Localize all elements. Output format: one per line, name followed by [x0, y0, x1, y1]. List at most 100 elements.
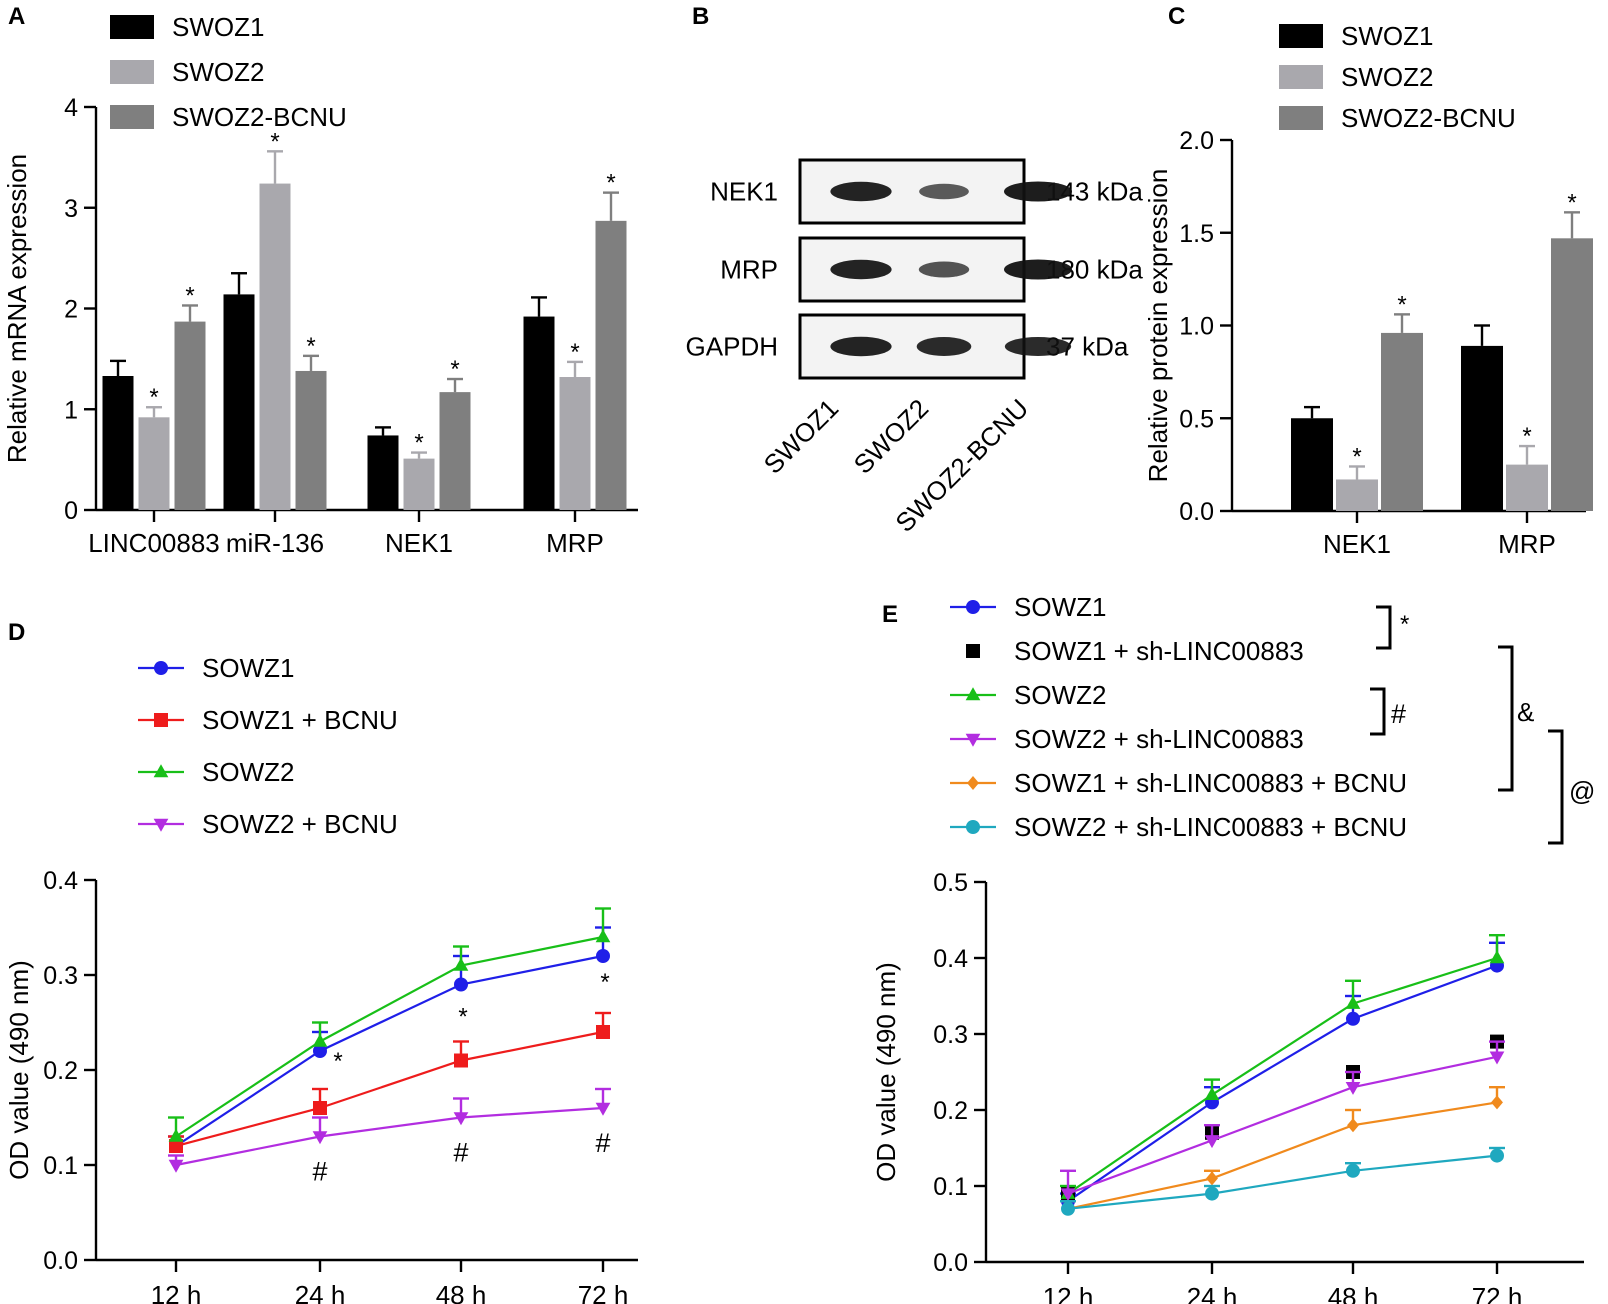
legend-marker-sowz1	[966, 600, 980, 614]
y-tick-label: 0.4	[933, 945, 968, 973]
y-tick-label: 0.5	[1179, 405, 1214, 433]
blot-band	[1004, 259, 1072, 280]
panel-a-letter: A	[8, 3, 25, 30]
significance-mark: #	[453, 1138, 468, 1168]
panel-c-letter: C	[1168, 3, 1185, 30]
blot-lane-label-swoz1: SWOZ1	[758, 393, 845, 480]
legend-label-sowz1: SOWZ1	[1014, 592, 1106, 622]
legend-label-swoz2: SWOZ2	[1341, 62, 1433, 92]
significance-mark: *	[458, 1004, 467, 1031]
bracket-hash	[1370, 687, 1386, 736]
bar-swoz2-nek1	[1336, 479, 1378, 511]
point-sowz2-sh-linc00883-bcnu-72-h	[1490, 1148, 1504, 1163]
significance-mark: *	[185, 282, 194, 309]
legend-label-sowz2-sh-linc00883: SOWZ2 + sh-LINC00883	[1014, 724, 1304, 754]
blot-band	[830, 259, 892, 280]
legend-swatch-swoz2-bcnu	[110, 105, 154, 129]
x-tick-label-24-h: 24 h	[1187, 1282, 1238, 1304]
legend-marker-sowz2	[965, 687, 981, 701]
legend-marker-sowz2-sh-linc00883	[965, 733, 981, 747]
point-sowz1-sh-linc00883-bcnu-48-h	[1347, 1118, 1359, 1133]
significance-mark: #	[595, 1128, 610, 1158]
y-tick-label: 1.0	[1179, 313, 1214, 341]
point-sowz2-12-h	[168, 1128, 184, 1142]
blot-band	[830, 336, 892, 357]
y-tick-label: 0.3	[933, 1021, 968, 1049]
series-line-sowz1-sh-linc00883-bcnu	[1067, 1101, 1498, 1210]
point-sowz2-sh-linc00883-72-h	[1489, 1051, 1505, 1065]
legend-label-swoz2: SWOZ2	[172, 57, 264, 87]
point-sowz2-72-h	[1489, 950, 1505, 964]
y-axis-title: OD value (490 nm)	[871, 962, 901, 1182]
y-tick-label: 0	[64, 497, 78, 525]
bar-swoz1-mir-136	[223, 294, 255, 510]
bracket-at-label: @	[1569, 776, 1595, 806]
legend-marker-sowz2-bcnu	[153, 818, 169, 832]
bar-swoz2-bcnu-mrp	[595, 220, 627, 510]
blot-band	[830, 181, 892, 202]
bar-swoz2-linc00883	[138, 417, 170, 510]
significance-mark: *	[1397, 291, 1406, 318]
x-tick-label-12-h: 12 h	[1043, 1282, 1094, 1304]
legend-label-sowz2: SOWZ2	[202, 757, 294, 787]
blot-band	[1004, 181, 1072, 202]
series-line-sowz2-bcnu	[175, 1106, 604, 1167]
bar-swoz1-nek1	[367, 435, 399, 510]
legend-label-swoz1: SWOZ1	[172, 12, 264, 42]
bar-swoz2-bcnu-mrp	[1551, 238, 1593, 511]
bar-swoz1-mrp	[523, 316, 555, 510]
panel-e-line-chart: 0.0 0.1 0.2 0.3 0.4 0.5 OD value (490 nm) 12 h 2…	[871, 592, 1595, 1304]
point-sowz1-48-h	[1346, 1011, 1360, 1026]
bar-swoz1-mrp	[1461, 345, 1503, 511]
x-tick-label-48-h: 48 h	[436, 1280, 487, 1304]
y-tick-label: 2.0	[1179, 127, 1214, 155]
point-sowz1-sh-linc00883-bcnu-24-h	[1206, 1171, 1218, 1186]
significance-mark: *	[414, 430, 423, 457]
legend-marker-sowz1-bcnu	[154, 713, 168, 727]
legend-swatch-swoz2	[1279, 65, 1323, 89]
bracket-star-label: *	[1400, 611, 1409, 638]
blot-band	[918, 261, 970, 278]
y-tick-label: 0.2	[43, 1057, 78, 1085]
bracket-ampersand	[1498, 645, 1514, 792]
blot-row-label-mrp: MRP	[720, 255, 778, 285]
y-tick-label: 4	[64, 94, 78, 122]
series-line-sowz2	[1067, 956, 1498, 1195]
legend-marker-sowz1-sh-linc00883	[966, 644, 980, 658]
legend-marker-sowz2	[153, 764, 169, 778]
point-sowz2-bcnu-24-h	[312, 1131, 328, 1145]
legend-label-sowz2: SOWZ2	[1014, 680, 1106, 710]
significance-mark: *	[1522, 423, 1531, 450]
point-sowz1-24-h	[313, 1044, 327, 1058]
series-line-sowz1	[1067, 964, 1498, 1203]
y-axis-title: Relative protein expression	[1143, 169, 1173, 483]
legend-marker-sowz1-sh-linc00883-bcnu	[967, 776, 979, 790]
blot-band	[919, 183, 969, 200]
blot-row-label-nek1: NEK1	[710, 177, 778, 207]
y-tick-label: 0.0	[933, 1249, 968, 1277]
x-tick-label-nek1: NEK1	[385, 528, 453, 558]
significance-mark: *	[306, 333, 315, 360]
series-line-sowz1-bcnu	[175, 1030, 604, 1148]
x-tick-label-mir-136: miR-136	[226, 528, 324, 558]
point-sowz1-72-h	[596, 949, 610, 963]
panel-d-letter: D	[8, 619, 25, 646]
y-tick-label: 2	[64, 296, 78, 324]
point-sowz1-bcnu-48-h	[454, 1053, 468, 1068]
legend-label-swoz2-bcnu: SWOZ2-BCNU	[172, 102, 347, 132]
legend-label-sowz2-sh-linc00883-bcnu: SOWZ2 + sh-LINC00883 + BCNU	[1014, 812, 1407, 842]
significance-mark: *	[450, 356, 459, 383]
legend-marker-sowz2-sh-linc00883-bcnu	[966, 820, 980, 834]
bar-swoz2-mrp	[559, 377, 591, 510]
y-tick-label: 0.4	[43, 867, 78, 895]
point-sowz2-48-h	[453, 957, 469, 971]
significance-mark: #	[312, 1157, 327, 1187]
bar-swoz2-bcnu-nek1	[1381, 332, 1423, 511]
point-sowz2-sh-linc00883-24-h	[1204, 1135, 1220, 1149]
point-sowz2-24-h	[312, 1033, 328, 1047]
x-tick-label-48-h: 48 h	[1328, 1282, 1379, 1304]
significance-mark: *	[606, 170, 615, 197]
panel-b-letter: B	[692, 3, 709, 30]
